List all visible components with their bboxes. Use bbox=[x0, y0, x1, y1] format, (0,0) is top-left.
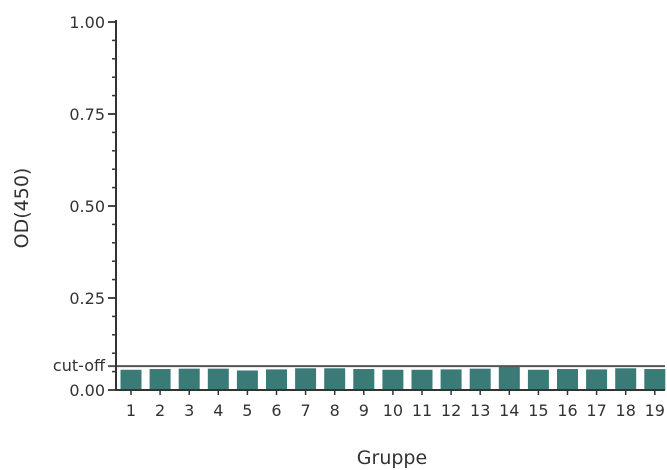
x-tick-label: 10 bbox=[383, 401, 403, 420]
bar bbox=[440, 369, 462, 390]
bar bbox=[178, 368, 200, 390]
x-tick-label: 2 bbox=[155, 401, 165, 420]
bar bbox=[557, 369, 578, 390]
bar bbox=[615, 368, 637, 390]
x-tick-label: 11 bbox=[412, 401, 432, 420]
bar bbox=[353, 369, 375, 390]
cutoff: cut-off bbox=[53, 356, 665, 375]
bar bbox=[120, 369, 142, 390]
bar bbox=[586, 369, 608, 390]
x-tick-label: 13 bbox=[470, 401, 490, 420]
x-tick-label: 19 bbox=[645, 401, 665, 420]
y-tick-label: 0.00 bbox=[69, 381, 105, 400]
bar bbox=[644, 369, 666, 390]
x-tick-label: 6 bbox=[271, 401, 281, 420]
x-tick-label: 3 bbox=[184, 401, 194, 420]
x-axis-title: Gruppe bbox=[357, 447, 427, 469]
x-tick-label: 1 bbox=[126, 401, 136, 420]
bar bbox=[469, 368, 491, 390]
x-tick-label: 4 bbox=[213, 401, 223, 420]
x-tick-label: 5 bbox=[242, 401, 252, 420]
cutoff-label: cut-off bbox=[53, 356, 106, 375]
x-tick-label: 14 bbox=[499, 401, 519, 420]
x-tick-label: 9 bbox=[359, 401, 369, 420]
y-tick-label: 1.00 bbox=[69, 13, 105, 32]
bar bbox=[266, 369, 287, 390]
x-tick-label: 7 bbox=[301, 401, 311, 420]
y-tick-label: 0.75 bbox=[69, 105, 105, 124]
x-tick-label: 17 bbox=[586, 401, 606, 420]
bar bbox=[295, 368, 317, 390]
x-tick-label: 12 bbox=[441, 401, 461, 420]
y-tick-label: 0.25 bbox=[69, 289, 105, 308]
y-tick-label: 0.50 bbox=[69, 197, 105, 216]
y-axis-title: OD(450) bbox=[11, 168, 33, 249]
bar bbox=[382, 369, 404, 390]
bar bbox=[207, 368, 229, 390]
bar bbox=[411, 369, 433, 390]
x-tick-label: 18 bbox=[616, 401, 636, 420]
x-tick-label: 16 bbox=[557, 401, 577, 420]
bars bbox=[120, 365, 666, 390]
x-tick-label: 15 bbox=[528, 401, 548, 420]
x-tick-label: 8 bbox=[330, 401, 340, 420]
bar bbox=[324, 368, 346, 390]
bar bbox=[498, 365, 520, 390]
axes: 0.000.250.500.751.001 2 3 4 5 6 7 8 9 10 11 12 13 14 1… bbox=[69, 13, 665, 420]
bar bbox=[527, 369, 549, 390]
bar bbox=[236, 370, 258, 390]
bar bbox=[149, 369, 171, 390]
